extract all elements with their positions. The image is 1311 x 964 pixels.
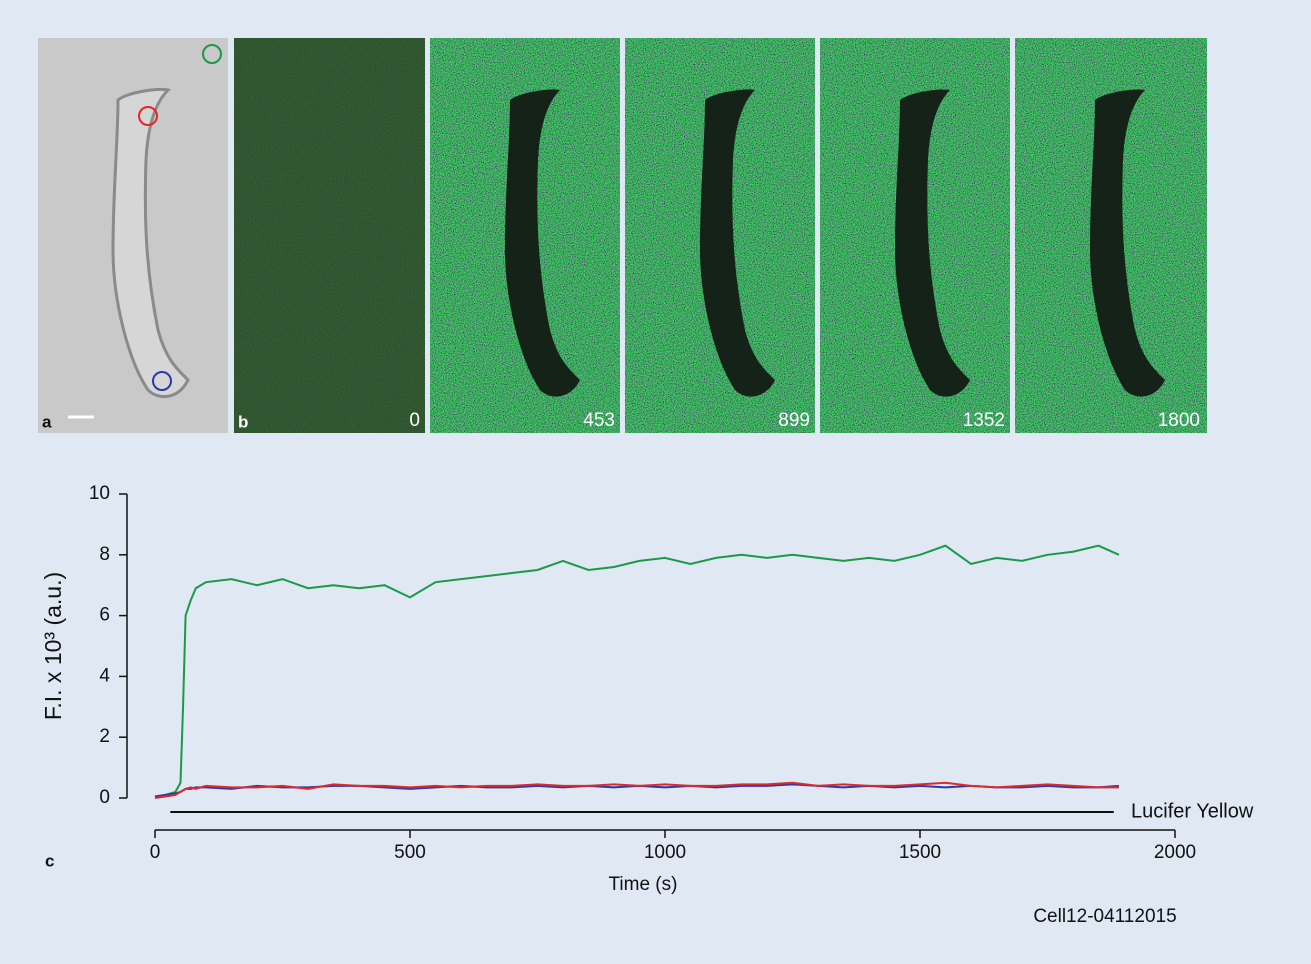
roi-circle xyxy=(152,371,172,391)
y-tick-label: 0 xyxy=(99,787,110,808)
series-line xyxy=(154,781,1119,799)
series-line xyxy=(154,544,1120,798)
frame-image xyxy=(234,38,425,433)
y-axis-label: F.I. x 10³ (a.u.) xyxy=(40,572,66,720)
panel-label: b xyxy=(238,412,248,431)
x-tick-label: 500 xyxy=(394,842,426,863)
frame-labels: 0 453 899 1352 1800 xyxy=(409,410,1200,431)
roi-circle xyxy=(138,106,158,126)
frame-time-label: 453 xyxy=(583,410,615,431)
y-tick-label: 10 xyxy=(89,483,110,504)
x-axis-label: Time (s) xyxy=(609,874,678,895)
y-tick-label: 6 xyxy=(99,605,110,626)
panel-label: c xyxy=(45,851,54,870)
x-tick-label: 0 xyxy=(150,842,161,863)
frame-time-label: 0 xyxy=(409,410,420,431)
frame-time-label: 1352 xyxy=(963,410,1005,431)
x-tick-label: 2000 xyxy=(1154,842,1196,863)
x-tick-label: 1000 xyxy=(644,842,686,863)
panel-label: a xyxy=(42,412,52,431)
y-tick-label: 4 xyxy=(99,665,110,686)
plot: 0 2 4 6 8 10 0 500 1000 1500 2000 Lucifer Yellow xyxy=(89,483,1254,863)
y-tick-label: 2 xyxy=(99,726,110,747)
note: Cell12-04112015 xyxy=(1033,906,1176,927)
roi-circle xyxy=(202,44,222,64)
y-tick-label: 8 xyxy=(99,544,110,565)
frames xyxy=(430,38,1207,433)
x-tick-label: 1500 xyxy=(899,842,941,863)
treatment-label: Lucifer Yellow xyxy=(1131,800,1254,822)
frame-time-label: 899 xyxy=(778,410,810,431)
frame-time-label: 1800 xyxy=(1158,410,1200,431)
